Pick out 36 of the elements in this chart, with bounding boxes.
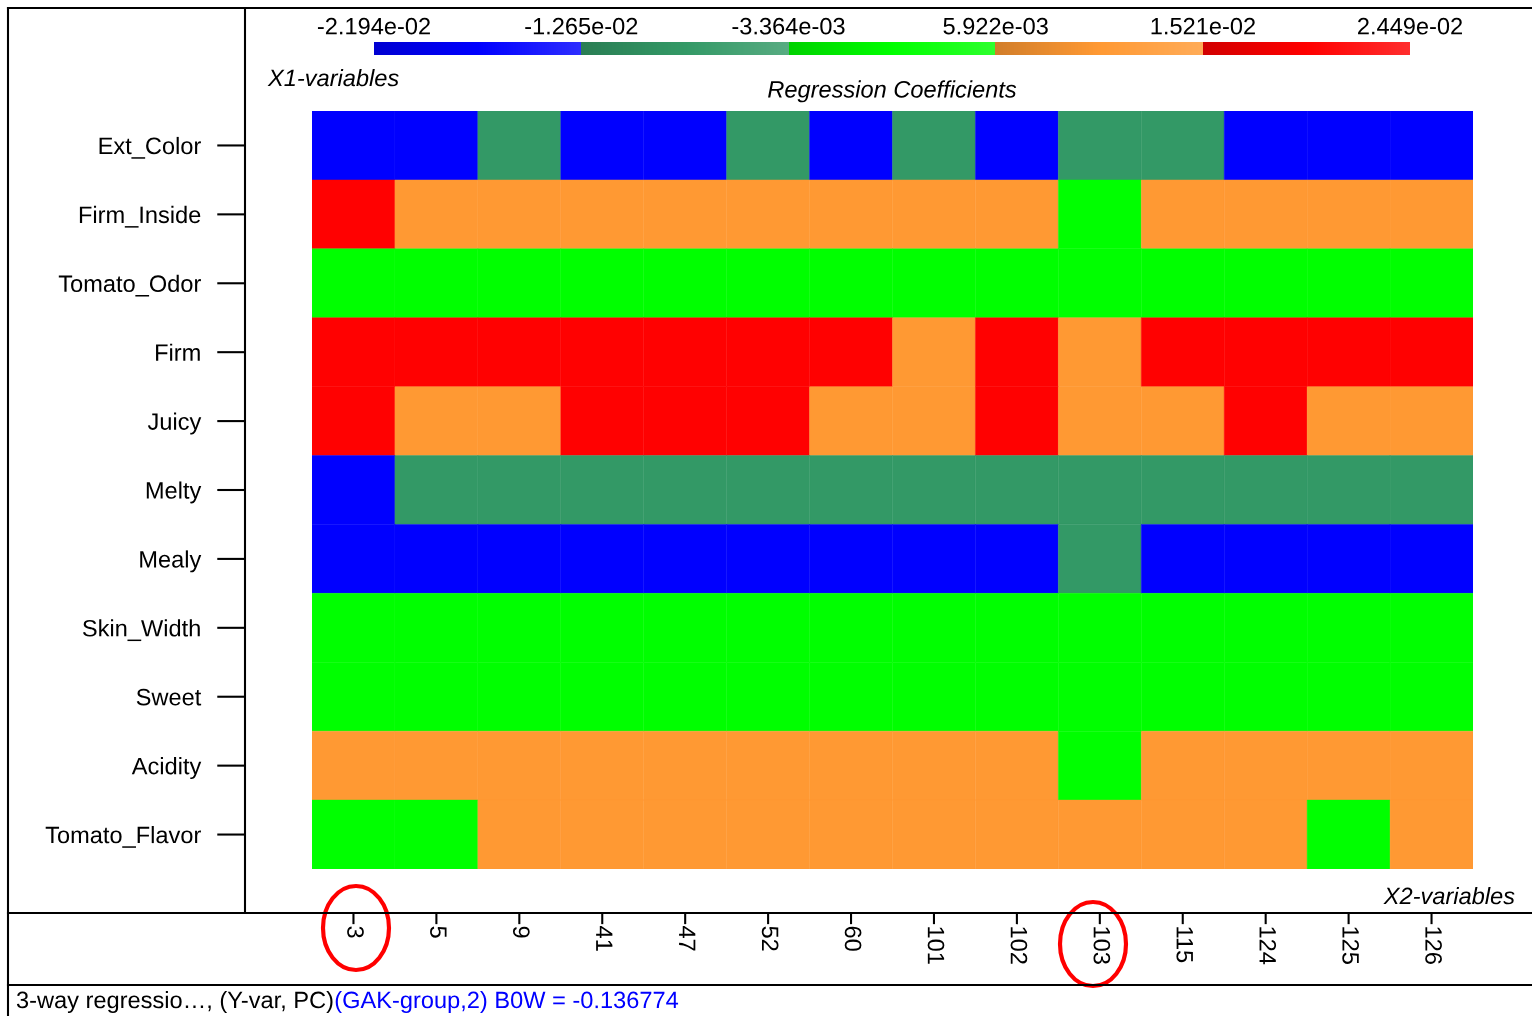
y-tick-label: Mealy — [140, 550, 202, 573]
x-tick-label: 52 — [761, 926, 779, 951]
color-bar-title: Regression Coefficients — [768, 80, 1017, 103]
y-tick-label: Tomato_Flavor — [45, 825, 201, 848]
text: (GAK-group,2) B0W = -0.136774 — [335, 990, 679, 1014]
color-bar-label: -3.364e-03 — [732, 17, 845, 35]
y-tick-label: Juicy — [147, 412, 202, 435]
y-tick-label: Ext_Color — [99, 136, 201, 159]
y-tick-label: Sweet — [136, 688, 202, 706]
x-tick-label: 102 — [1010, 927, 1028, 964]
y-tick-label: Skin_Width — [82, 619, 200, 642]
x-tick-label: 47 — [679, 926, 696, 951]
x-tick-label: 126 — [1425, 927, 1442, 964]
color-bar-label: 1.521e-02 — [1151, 17, 1255, 35]
color-bar-label: 5.922e-03 — [943, 17, 1048, 35]
y-tick-label: Melty — [146, 481, 202, 504]
color-bar-label: -1.265e-02 — [525, 17, 638, 35]
x-axis-title: X2-variables — [1383, 886, 1515, 905]
x-tick-label: 5 — [430, 926, 447, 938]
x-tick-label: 103 — [1093, 927, 1111, 964]
y-tick-label: Acidity — [131, 757, 202, 780]
y-tick-label: Firm — [156, 343, 200, 361]
x-tick-label: 60 — [844, 926, 862, 951]
color-bar-label: -2.194e-02 — [317, 17, 430, 35]
color-bar-label: 2.449e-02 — [1358, 17, 1462, 35]
x-tick-label: 41 — [596, 926, 613, 951]
x-tick-label: 124 — [1259, 927, 1277, 965]
x-tick-label: 115 — [1176, 927, 1193, 963]
x-tick-label: 3 — [347, 926, 364, 938]
y-tick-label: Tomato_Odor — [58, 274, 201, 297]
y-tick-label: Firm_Inside — [79, 205, 201, 228]
text: 3-way regressio…, (Y-var, PC) — [16, 990, 333, 1014]
x-tick-label: 101 — [927, 927, 945, 964]
y-axis-title: X1-variables — [267, 69, 399, 87]
x-tick-label: 125 — [1342, 927, 1359, 964]
x-tick-label: 9 — [512, 926, 530, 938]
